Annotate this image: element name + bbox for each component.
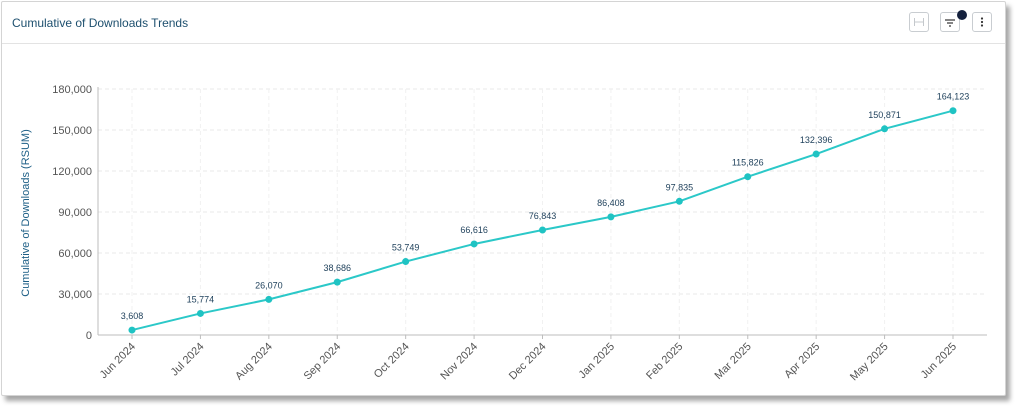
data-label: 86,408 (597, 198, 625, 208)
y-tick-label: 0 (86, 330, 92, 342)
data-label: 97,835 (666, 182, 694, 192)
x-tick-label: Jun 2025 (919, 341, 959, 381)
data-point[interactable] (333, 278, 341, 286)
y-tick-label: 150,000 (52, 125, 92, 137)
data-point[interactable] (265, 295, 273, 303)
data-label: 53,749 (392, 243, 420, 253)
data-point[interactable] (402, 258, 410, 266)
y-tick-label: 60,000 (58, 248, 92, 260)
panel-header: Cumulative of Downloads Trends (2, 2, 1005, 44)
x-tick-label: Oct 2024 (372, 341, 412, 381)
filter-button[interactable] (940, 12, 960, 32)
data-label: 66,616 (460, 225, 488, 235)
x-tick-label: Jan 2025 (577, 341, 617, 381)
more-options-button[interactable] (972, 12, 992, 32)
data-point[interactable] (607, 213, 615, 221)
data-label: 164,123 (937, 92, 970, 102)
filter-icon (945, 19, 955, 27)
data-label: 150,871 (868, 110, 901, 120)
series-downloads: 3,608 15,774 26,070 38,686 53,749 66,616 76,84… (121, 92, 970, 334)
fit-width-button[interactable] (909, 12, 929, 32)
y-tick-label: 120,000 (52, 166, 92, 178)
data-label: 26,070 (255, 280, 283, 290)
y-tick-label: 90,000 (58, 207, 92, 219)
panel-title: Cumulative of Downloads Trends (12, 16, 189, 30)
data-point[interactable] (744, 173, 752, 181)
data-label: 132,396 (800, 135, 833, 145)
data-point[interactable] (675, 197, 683, 205)
x-tick-label: Aug 2024 (233, 341, 275, 383)
x-tick-label: Apr 2025 (782, 341, 822, 381)
x-tick-label: Feb 2025 (644, 341, 685, 382)
data-point[interactable] (949, 107, 957, 115)
data-label: 15,774 (187, 294, 215, 304)
data-label: 3,608 (121, 311, 144, 321)
filter-active-badge (957, 10, 967, 20)
data-point[interactable] (470, 240, 478, 248)
x-tick-label: Nov 2024 (438, 341, 480, 383)
data-label: 76,843 (529, 211, 557, 221)
x-tick-label: Sep 2024 (302, 341, 344, 383)
fit-width-icon (914, 18, 924, 26)
x-tick-label: Jun 2024 (98, 341, 138, 381)
data-label: 115,826 (732, 158, 764, 168)
chart-panel: Cumulative of Downloads Trends (1, 1, 1006, 396)
x-tick-label: Dec 2024 (507, 341, 549, 383)
more-vertical-icon (980, 17, 984, 27)
y-axis-label: Cumulative of Downloads (RSUM) (20, 129, 32, 297)
data-point[interactable] (196, 309, 204, 317)
x-tick-label: Jul 2024 (169, 341, 207, 379)
line-chart: 0 30,000 60,000 90,000 120,000 150,000 180,000… (20, 84, 987, 384)
data-point[interactable] (812, 150, 820, 158)
x-tick-label: May 2025 (848, 341, 891, 384)
data-label: 38,686 (323, 263, 351, 273)
data-point[interactable] (539, 226, 546, 234)
data-point[interactable] (128, 326, 136, 334)
x-tick-label: Mar 2025 (713, 341, 754, 382)
y-tick-label: 30,000 (58, 289, 92, 301)
grid-lines (98, 88, 987, 335)
data-point[interactable] (881, 125, 889, 133)
y-tick-label: 180,000 (52, 84, 92, 96)
